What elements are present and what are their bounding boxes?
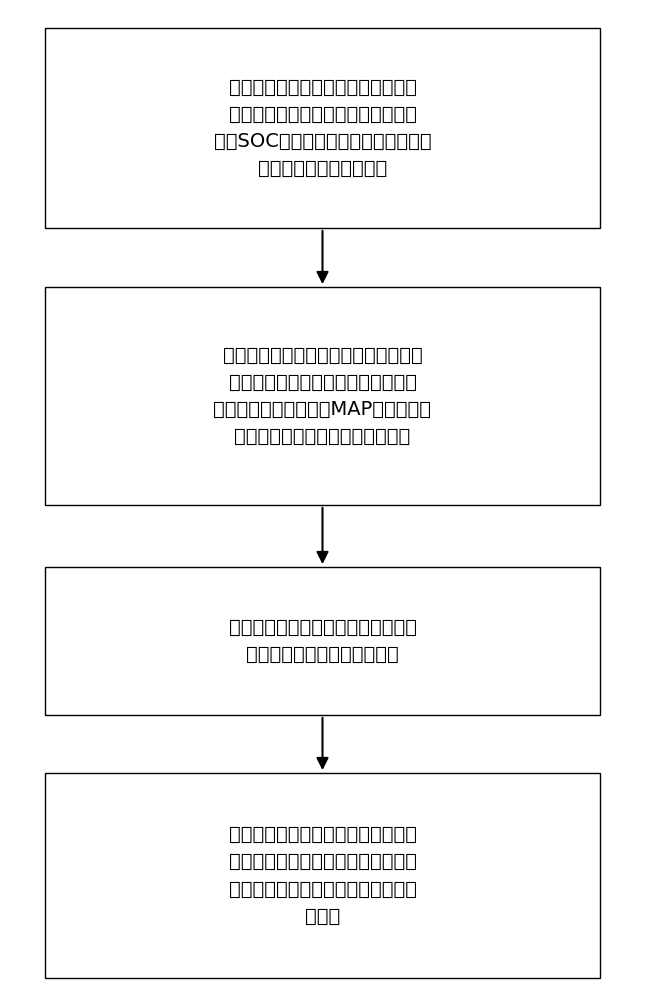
Text: 对得到的两个电机转矩利用拉格朗日
线性插值法计算初始电机转矩: 对得到的两个电机转矩利用拉格朗日 线性插值法计算初始电机转矩 — [228, 618, 417, 664]
FancyBboxPatch shape — [45, 28, 600, 228]
FancyBboxPatch shape — [45, 773, 600, 978]
Text: 整车控制器采集加速踏板位置、加速
踏板变化率、制动踏板位置、车速、
电池SOC信号，并根据驾驶员操作意图
和工况判定整车控制策略: 整车控制器采集加速踏板位置、加速 踏板变化率、制动踏板位置、车速、 电池SOC信… — [213, 78, 432, 178]
FancyBboxPatch shape — [45, 567, 600, 715]
Text: 整车控制器采集电机温度信号，并查询
不同驱动控制策略下的实际电机温度
相邻两个温度点的转矩MAP图，得到该
工况下两个温度点对应的电机转矩: 整车控制器采集电机温度信号，并查询 不同驱动控制策略下的实际电机温度 相邻两个温… — [213, 346, 432, 446]
Text: 整车控制器采集动力电池当前状态参
数，并根据动力电池当前状态，对初
始电机转矩进行调整得到最终电机目
标转矩: 整车控制器采集动力电池当前状态参 数，并根据动力电池当前状态，对初 始电机转矩进… — [228, 825, 417, 926]
FancyBboxPatch shape — [45, 287, 600, 505]
